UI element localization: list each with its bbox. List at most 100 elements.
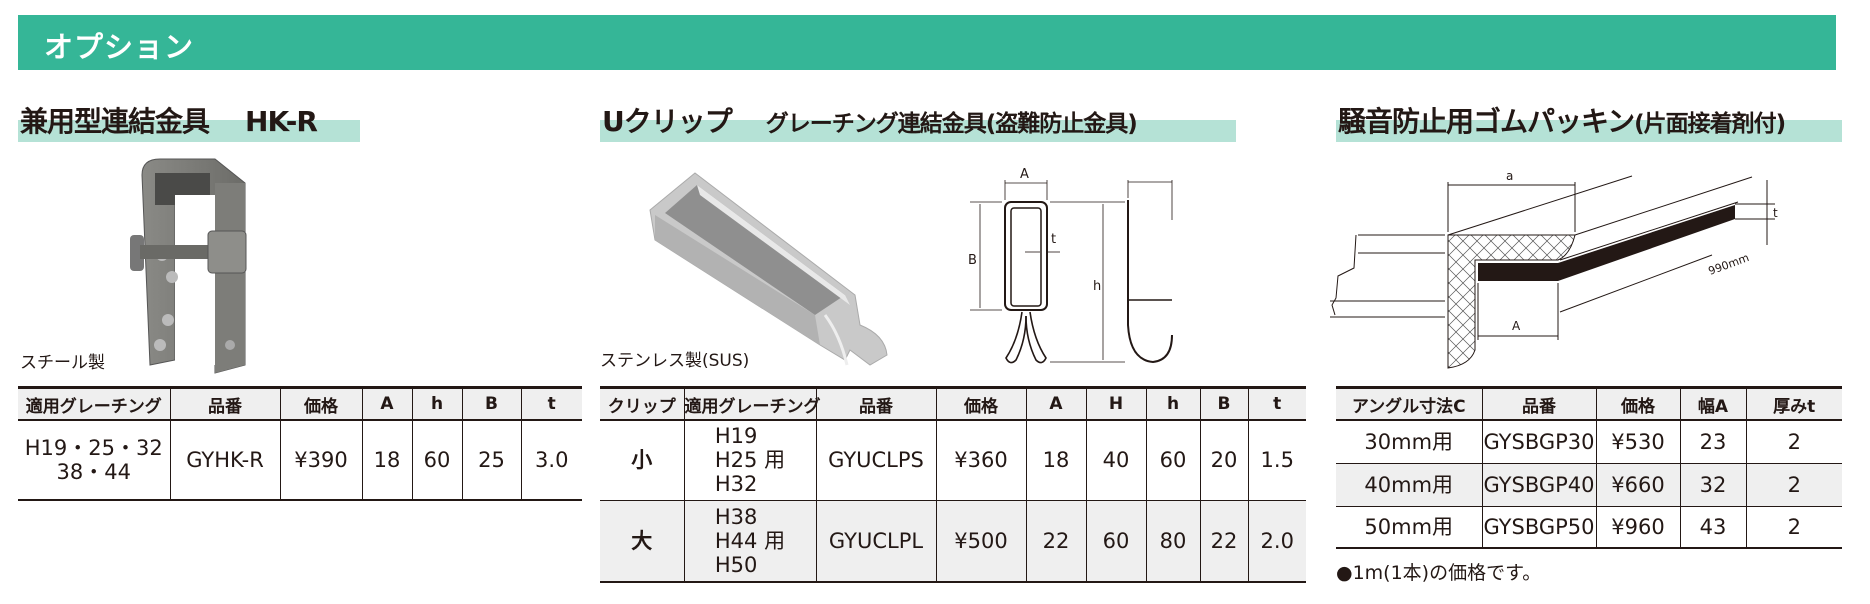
dim-t: 2.0 [1247, 500, 1306, 582]
product-code: GYSBGP30 [1481, 420, 1596, 463]
material-label: スチール製 [20, 353, 105, 373]
dim-t: 3.0 [520, 420, 582, 500]
grating-line: H50 [714, 552, 758, 577]
dim-b: 20 [1199, 420, 1248, 500]
section-title-text: 兼用型連結金具 [20, 105, 210, 138]
column-header: 品番 [1481, 387, 1596, 420]
angle-size: 40mm用 [1364, 472, 1454, 497]
table-row: 40mm用 GYSBGP40 ¥660 32 2 [1336, 463, 1842, 506]
u-clip-spec-table: クリップ 適用グレーチング 品番 価格 A H h B t 小 H19 H25 用… [600, 386, 1306, 583]
price: ¥390 [279, 420, 362, 500]
material-label: ステンレス製(SUS) [600, 351, 750, 371]
column-header: 品番 [169, 387, 280, 420]
column-header: H [1085, 387, 1146, 420]
thickness-t: 2 [1745, 506, 1842, 548]
table-row: 小 H19 H25 用 H32 GYUCLPS ¥360 18 40 60 20 1… [600, 420, 1306, 500]
section-title-rubber-packing: 騒音防止用ゴムパッキン(片面接着剤付) [1338, 100, 1786, 140]
column-header: 適用グレーチング [683, 387, 821, 420]
dim-label-b: B [968, 253, 977, 268]
column-header: B [1199, 387, 1248, 420]
hk-r-spec-table: 適用グレーチング 品番 価格 A h B t H19・25・32 38・44 GY… [18, 386, 582, 501]
dim-b: 25 [461, 420, 521, 500]
dim-a: 22 [1025, 500, 1086, 582]
section-title-hk-r: 兼用型連結金具 HK-R [20, 100, 318, 140]
table-row: 50mm用 GYSBGP50 ¥960 43 2 [1336, 506, 1842, 548]
table-header-row: 適用グレーチング 品番 価格 A h B t [18, 387, 582, 420]
column-header: クリップ [607, 396, 676, 417]
section-subtitle: グレーチング連結金具(盗難防止金具) [765, 111, 1138, 137]
page-title: オプション [44, 30, 195, 64]
dim-a: 18 [361, 420, 412, 500]
price: ¥530 [1595, 420, 1680, 463]
column-header: 品番 [815, 387, 936, 420]
table-header-row: クリップ 適用グレーチング 品番 価格 A H h B t [600, 387, 1306, 420]
width-a: 43 [1679, 506, 1746, 548]
column-header: t [1247, 387, 1306, 420]
product-code: GYUCLPS [815, 420, 936, 500]
rubber-packing-spec-table: アングル寸法C 品番 価格 幅A 厚みt 30mm用 GYSBGP30 ¥530… [1336, 386, 1842, 549]
model-name: HK-R [245, 105, 318, 138]
price: ¥660 [1595, 463, 1680, 506]
options-banner: オプション [18, 15, 1836, 70]
dim-label-small-a: a [1506, 169, 1513, 183]
column-header: 価格 [279, 387, 362, 420]
grating-line: H19 [714, 424, 758, 449]
price: ¥500 [935, 500, 1026, 582]
table-row: 30mm用 GYSBGP30 ¥530 23 2 [1336, 420, 1842, 463]
thickness-t: 2 [1745, 420, 1842, 463]
column-header: t [520, 387, 582, 420]
grating-line: H44 用 [714, 528, 786, 553]
table-row: H19・25・32 38・44 GYHK-R ¥390 18 60 25 3.0 [18, 420, 582, 500]
column-header: A [1025, 387, 1086, 420]
grating-cell: H19 H25 用 H32 [683, 420, 816, 500]
dim-label-a: A [1512, 319, 1521, 333]
dim-h: 80 [1145, 500, 1200, 582]
angle-size: 30mm用 [1364, 429, 1454, 454]
product-code: GYHK-R [169, 420, 280, 500]
dim-t: 1.5 [1247, 420, 1306, 500]
grating-line: H25 用 [714, 448, 786, 473]
dim-h: 60 [411, 420, 462, 500]
length-label: 990mm [1707, 251, 1751, 278]
column-header: B [461, 387, 521, 420]
column-header: 幅A [1679, 387, 1746, 420]
bracket-photo [130, 158, 247, 374]
clip-size: 大 [631, 528, 653, 553]
clip-size: 小 [631, 448, 653, 473]
table-header-row: アングル寸法C 品番 価格 幅A 厚みt [1336, 387, 1842, 420]
grating-cell: H38 H44 用 H50 [683, 500, 816, 582]
section-heading-band [18, 120, 360, 142]
price: ¥960 [1595, 506, 1680, 548]
product-code: GYSBGP50 [1481, 506, 1596, 548]
grating-line: H38 [714, 504, 758, 529]
u-clip-photo [649, 172, 888, 366]
table-row: 大 H38 H44 用 H50 GYUCLPL ¥500 22 60 80 22 2… [600, 500, 1306, 582]
dim-label-t: t [1773, 206, 1778, 220]
dim-h-upper: 60 [1085, 500, 1146, 582]
dim-b: 22 [1199, 500, 1248, 582]
width-a: 32 [1679, 463, 1746, 506]
angle-size: 50mm用 [1364, 514, 1454, 539]
column-header: A [361, 387, 412, 420]
column-header: 適用グレーチング [25, 396, 162, 417]
column-header: 価格 [1595, 387, 1680, 420]
u-clip-dimension-diagram: A B h t [968, 167, 1173, 364]
price-note: ●1m(1本)の価格です。 [1336, 562, 1542, 584]
price: ¥360 [935, 420, 1026, 500]
product-code: GYUCLPL [815, 500, 936, 582]
column-header: 厚みt [1745, 387, 1842, 420]
dim-h-upper: 40 [1085, 420, 1146, 500]
column-header: h [1145, 387, 1200, 420]
width-a: 23 [1679, 420, 1746, 463]
section-title-text: 騒音防止用ゴムパッキン [1338, 105, 1635, 138]
section-title-text: Uクリップ [602, 105, 733, 138]
grating-line: 38・44 [56, 460, 131, 484]
product-code: GYSBGP40 [1481, 463, 1596, 506]
column-header: h [411, 387, 462, 420]
section-heading-band [1336, 120, 1842, 142]
dim-label-t: t [1051, 232, 1056, 247]
grating-line: H32 [714, 472, 758, 497]
dim-label-a: A [1020, 167, 1029, 182]
grating-cell: H19・25・32 38・44 [18, 420, 170, 500]
section-subtitle: (片面接着剤付) [1634, 111, 1786, 137]
